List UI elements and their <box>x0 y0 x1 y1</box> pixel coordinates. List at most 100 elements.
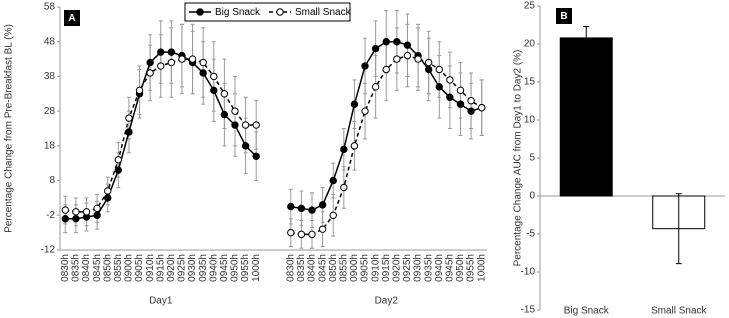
marker <box>308 230 316 239</box>
y-tick-label: 15 <box>524 77 536 88</box>
marker <box>435 65 443 74</box>
marker <box>241 142 250 150</box>
x-tick-label: 0950h <box>455 254 466 282</box>
marker <box>199 58 207 67</box>
legend-label: Small Snack <box>295 7 352 18</box>
x-tick-label: 0940h <box>434 254 445 282</box>
x-tick-label: 0930h <box>187 254 198 282</box>
y-tick-label: 20 <box>524 39 536 50</box>
y-tick-label: -10 <box>521 267 536 278</box>
marker <box>403 51 412 60</box>
marker <box>199 69 207 77</box>
marker <box>72 208 80 216</box>
marker <box>403 41 412 49</box>
marker <box>61 206 70 214</box>
x-tick-label: 0925h <box>402 254 413 282</box>
marker <box>82 208 91 216</box>
marker <box>287 202 295 211</box>
x-tick-label: 0850h <box>328 254 339 282</box>
x-tick-label: 0840h <box>307 254 318 282</box>
y-tick-label: 38 <box>44 71 56 82</box>
marker <box>220 110 229 119</box>
marker <box>157 62 165 70</box>
marker <box>467 97 475 105</box>
marker <box>297 204 306 213</box>
marker <box>178 55 186 63</box>
marker <box>456 86 465 95</box>
marker <box>467 107 475 115</box>
marker <box>114 166 123 174</box>
marker <box>414 55 422 63</box>
x-tick-label: 0905h <box>360 254 371 282</box>
marker <box>241 121 250 129</box>
marker <box>167 58 176 67</box>
x-tick-label: 0925h <box>177 254 188 282</box>
x-tick-label: 0950h <box>230 254 241 282</box>
legend-marker <box>276 8 284 16</box>
marker <box>125 114 133 122</box>
marker <box>135 86 144 95</box>
marker <box>220 90 229 98</box>
y-axis-label: Percentage Change AUC from Day1 to Day2 … <box>513 50 524 267</box>
legend-label: Big Snack <box>215 7 261 18</box>
y-tick-label: 25 <box>524 1 536 12</box>
x-tick-label: 0940h <box>208 254 219 282</box>
marker <box>297 230 306 239</box>
x-tick-label: 0855h <box>113 254 124 282</box>
x-tick-label: 0920h <box>166 254 177 282</box>
x-tick-label: 0910h <box>370 254 381 282</box>
y-tick-label: 18 <box>44 140 56 151</box>
y-tick-label: 0 <box>529 191 535 202</box>
marker <box>188 55 197 63</box>
marker <box>231 121 239 129</box>
marker <box>350 142 359 150</box>
y-tick-label: -5 <box>526 229 535 240</box>
marker <box>382 38 390 46</box>
panel-label: A <box>68 13 75 24</box>
x-tick-label: Big Snack <box>564 306 610 317</box>
y-tick-label: -15 <box>521 305 536 316</box>
marker <box>340 183 348 192</box>
x-tick-label: 0905h <box>134 254 145 282</box>
marker <box>167 48 176 56</box>
x-tick-label: 0910h <box>145 254 156 282</box>
group-label: Day1 <box>149 296 173 307</box>
x-tick-label: 0900h <box>124 254 135 282</box>
x-tick-label: 0955h <box>240 254 251 282</box>
marker <box>393 38 401 46</box>
marker <box>435 83 443 91</box>
x-tick-label: 0935h <box>423 254 434 282</box>
x-tick-label: 0830h <box>285 254 296 282</box>
marker <box>72 215 80 223</box>
marker <box>329 176 337 185</box>
marker <box>114 156 123 164</box>
y-tick-label: 28 <box>44 106 56 117</box>
marker <box>157 48 165 56</box>
y-tick-label: 10 <box>524 115 536 126</box>
marker <box>252 152 260 160</box>
marker <box>231 107 239 115</box>
x-tick-label: 0930h <box>413 254 424 282</box>
marker <box>424 58 433 67</box>
x-tick-label: 0835h <box>71 254 82 282</box>
x-tick-label: 0840h <box>81 254 92 282</box>
marker <box>318 225 327 233</box>
marker <box>446 76 454 84</box>
marker <box>371 83 380 91</box>
marker <box>104 187 112 195</box>
x-tick-label: 0945h <box>219 254 230 282</box>
y-axis-label: Percentage Change from Pre-Breakfast BL … <box>4 24 15 233</box>
y-tick-label: 8 <box>49 175 55 186</box>
marker <box>287 228 295 237</box>
y-tick-label: 58 <box>44 2 56 13</box>
x-tick-label: 0915h <box>381 254 392 282</box>
marker <box>93 211 101 219</box>
marker <box>456 100 465 108</box>
legend-box <box>184 2 351 22</box>
marker <box>446 93 454 101</box>
marker <box>361 107 369 115</box>
bar <box>559 37 613 197</box>
marker <box>210 86 218 95</box>
marker <box>146 69 154 77</box>
